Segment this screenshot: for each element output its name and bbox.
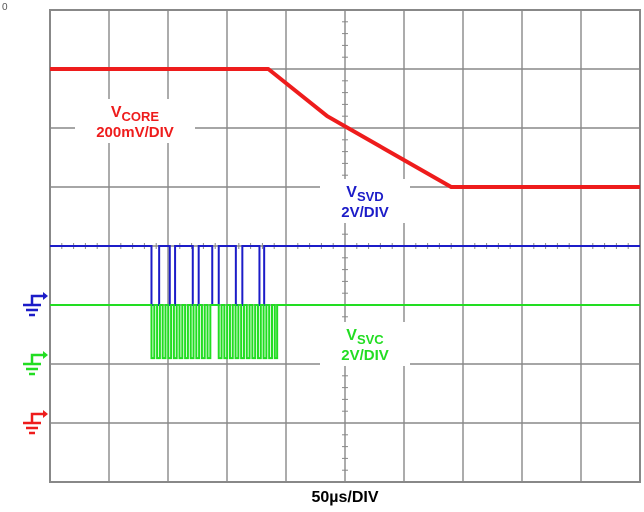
vsvc-trace	[50, 304, 640, 360]
svd-label-name: VSVD	[346, 184, 383, 204]
ground-marker-icon	[23, 351, 48, 376]
ground-markers	[23, 292, 48, 435]
ground-stem	[30, 294, 46, 305]
vcore-trace	[50, 67, 640, 189]
corner-mark: 0	[2, 2, 8, 13]
svd-label-bg	[320, 179, 410, 223]
core-label-scale: 200mV/DIV	[96, 124, 174, 141]
ground-marker-icon	[23, 410, 48, 435]
time-scale-label: 50µs/DIV	[311, 489, 379, 506]
ground-arrow	[43, 351, 48, 359]
traces	[50, 67, 640, 360]
ground-arrow	[43, 292, 48, 300]
ground-arrow	[43, 410, 48, 418]
ground-stem	[30, 353, 46, 364]
core-label-bg	[75, 99, 195, 143]
svd-label-scale: 2V/DIV	[341, 204, 389, 221]
svc-label-bg	[320, 322, 410, 366]
core-label-name: VCORE	[111, 104, 160, 124]
ground-marker-icon	[23, 292, 48, 317]
vsvd-trace	[50, 245, 640, 306]
svc-label-scale: 2V/DIV	[341, 347, 389, 364]
svc-label-name: VSVC	[346, 327, 384, 347]
ground-stem	[30, 412, 46, 423]
